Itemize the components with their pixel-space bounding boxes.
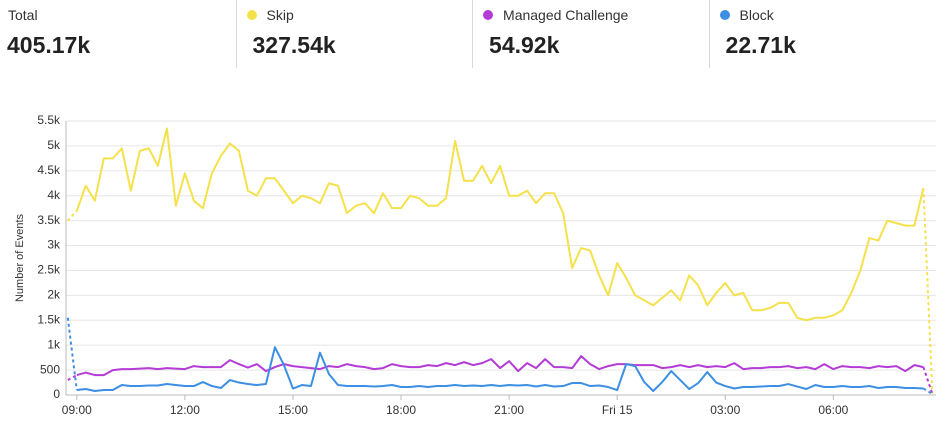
- x-tick-label: 21:00: [494, 403, 524, 417]
- y-tick-label: 4.5k: [37, 163, 61, 177]
- y-tick-label: 1k: [47, 337, 61, 351]
- series-line: [76, 355, 924, 377]
- y-tick-label: 2k: [47, 288, 61, 302]
- card-value: 405.17k: [7, 32, 91, 58]
- y-tick-label: 2.5k: [37, 263, 61, 277]
- y-tick-label: 3k: [47, 238, 61, 252]
- y-axis-label: Number of Events: [14, 213, 26, 302]
- legend-label: Managed Challenge: [503, 7, 629, 23]
- total-card: Total 405.17k: [0, 0, 237, 68]
- series-line: [922, 366, 934, 395]
- legend-entry: Block: [710, 7, 774, 23]
- y-tick-label: 500: [40, 362, 60, 376]
- series-line: [922, 188, 934, 394]
- series-card: Skip 327.54k: [237, 0, 474, 68]
- legend-dot: [483, 10, 494, 20]
- y-tick-label: 1.5k: [37, 312, 61, 326]
- legend-label: Skip: [266, 7, 294, 23]
- x-tick-label: 03:00: [710, 403, 740, 417]
- x-tick-label: 12:00: [170, 403, 200, 417]
- series-line: [67, 374, 78, 381]
- y-tick-label: 5.5k: [37, 113, 61, 127]
- x-tick-label: Fri 15: [602, 403, 633, 417]
- x-tick-label: 06:00: [818, 403, 848, 417]
- y-tick-label: 0: [53, 387, 60, 401]
- series-line: [922, 387, 933, 395]
- x-tick-label: 15:00: [278, 403, 308, 417]
- card-label: Total: [8, 7, 38, 23]
- x-tick-label: 09:00: [62, 403, 92, 417]
- legend-label: Block: [739, 7, 774, 23]
- y-tick-label: 5k: [47, 138, 61, 152]
- y-tick-label: 3.5k: [37, 213, 61, 227]
- series-line: [66, 317, 78, 391]
- legend-entry: Managed Challenge: [473, 7, 628, 23]
- series-line: [75, 127, 925, 322]
- card-value: 22.71k: [725, 32, 796, 58]
- series-card: Block 22.71k: [710, 0, 946, 68]
- x-tick-label: 18:00: [386, 403, 416, 417]
- card-value: 327.54k: [252, 32, 336, 58]
- legend-dot: [246, 10, 257, 20]
- legend-entry: Skip: [237, 7, 294, 23]
- card-value: 54.92k: [489, 32, 560, 58]
- series-card: Managed Challenge 54.92k: [473, 0, 710, 68]
- series-line: [67, 210, 78, 222]
- summary-cards: Total 405.17k Skip 327.54k Managed Challen…: [0, 0, 946, 68]
- y-tick-label: 4k: [47, 188, 61, 202]
- legend-dot: [719, 10, 730, 20]
- series-line: [76, 346, 924, 393]
